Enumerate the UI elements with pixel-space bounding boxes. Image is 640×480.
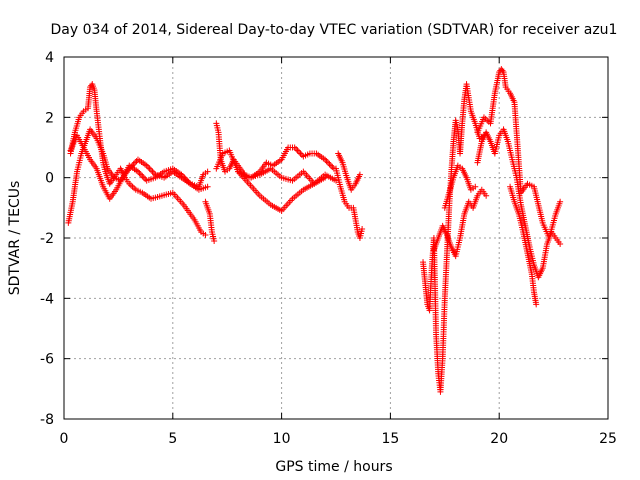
data-point bbox=[533, 301, 540, 308]
series-track-g bbox=[235, 165, 329, 187]
chart-title: Day 034 of 2014, Sidereal Day-to-day VTE… bbox=[51, 22, 618, 38]
x-tick-label: 25 bbox=[599, 431, 617, 447]
data-point bbox=[326, 161, 333, 168]
series-track-l bbox=[441, 162, 479, 211]
series-track-k bbox=[430, 186, 490, 260]
x-tick-label: 5 bbox=[168, 431, 177, 447]
data-point bbox=[204, 183, 211, 190]
series-track-h bbox=[333, 165, 366, 241]
data-point bbox=[329, 164, 336, 171]
data-point bbox=[557, 241, 564, 248]
data-point bbox=[359, 225, 366, 232]
data-point bbox=[298, 152, 305, 159]
data-point bbox=[204, 168, 211, 175]
data-point bbox=[356, 171, 363, 178]
y-tick-label: 4 bbox=[45, 50, 54, 66]
data-point bbox=[296, 149, 303, 156]
y-tick-label: -2 bbox=[40, 231, 54, 247]
data-point bbox=[142, 176, 149, 183]
data-point bbox=[333, 177, 339, 184]
x-tick-labels: 0 5 10 15 20 25 bbox=[60, 431, 617, 447]
x-tick-label: 10 bbox=[273, 431, 291, 447]
data-point bbox=[294, 147, 301, 154]
data-point bbox=[211, 238, 218, 245]
data-point bbox=[323, 158, 330, 165]
data-point bbox=[137, 171, 144, 178]
y-axis-label: SDTVAR / TECUs bbox=[7, 181, 23, 296]
y-tick-label: -8 bbox=[40, 412, 54, 428]
series-track-i bbox=[335, 150, 363, 193]
data-point bbox=[148, 167, 155, 174]
series-track-d bbox=[202, 198, 218, 245]
data-point bbox=[146, 165, 153, 172]
data-point bbox=[325, 159, 332, 166]
y-tick-label: 2 bbox=[45, 110, 54, 126]
data-point bbox=[136, 170, 143, 177]
data-point bbox=[322, 174, 329, 181]
data-point bbox=[557, 198, 564, 205]
data-point bbox=[472, 183, 479, 190]
y-tick-label: 0 bbox=[45, 171, 54, 187]
axis-ticks bbox=[63, 56, 609, 420]
data-point bbox=[483, 192, 490, 199]
x-tick-label: 15 bbox=[381, 431, 399, 447]
x-axis-label: GPS time / hours bbox=[275, 459, 392, 475]
data-point bbox=[149, 168, 156, 175]
data-point bbox=[202, 231, 209, 238]
data-point bbox=[327, 162, 334, 169]
data-point bbox=[130, 161, 137, 168]
data-point bbox=[139, 173, 146, 180]
y-tick-label: -6 bbox=[40, 352, 54, 368]
series-track-m bbox=[474, 66, 564, 241]
series-track-c bbox=[67, 132, 211, 202]
series-track-n bbox=[474, 126, 564, 281]
y-tick-label: -4 bbox=[40, 291, 54, 307]
data-point bbox=[145, 164, 152, 171]
series-track-o bbox=[507, 183, 540, 308]
series-track-e bbox=[213, 120, 337, 181]
x-tick-label: 0 bbox=[60, 431, 69, 447]
x-tick-label: 20 bbox=[490, 431, 508, 447]
data-point bbox=[293, 146, 300, 153]
y-tick-labels: -8 -6 -4 -2 0 2 4 bbox=[40, 50, 54, 428]
data-points bbox=[65, 66, 564, 395]
